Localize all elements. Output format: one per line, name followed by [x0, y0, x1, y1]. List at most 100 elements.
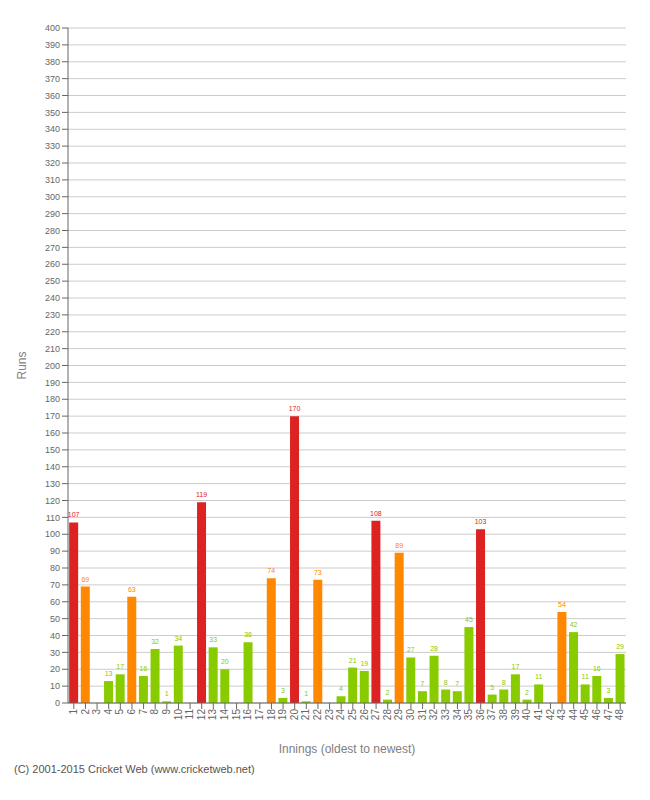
svg-text:107: 107 [68, 511, 80, 518]
svg-text:21: 21 [349, 657, 357, 664]
svg-text:280: 280 [45, 226, 60, 236]
svg-text:40: 40 [521, 709, 532, 721]
svg-text:170: 170 [45, 411, 60, 421]
svg-text:5: 5 [490, 684, 494, 691]
svg-text:60: 60 [50, 597, 60, 607]
svg-text:10: 10 [173, 709, 184, 721]
svg-text:22: 22 [312, 709, 323, 721]
svg-text:300: 300 [45, 192, 60, 202]
svg-text:100: 100 [45, 529, 60, 539]
svg-text:29: 29 [616, 643, 624, 650]
svg-text:400: 400 [45, 23, 60, 33]
svg-text:Runs: Runs [15, 351, 29, 379]
svg-text:19: 19 [277, 709, 288, 721]
svg-text:20: 20 [289, 709, 300, 721]
svg-text:63: 63 [128, 586, 136, 593]
svg-text:21: 21 [300, 709, 311, 721]
svg-text:10: 10 [50, 681, 60, 691]
svg-text:13: 13 [105, 670, 113, 677]
svg-text:7: 7 [455, 680, 459, 687]
svg-text:2: 2 [80, 709, 91, 715]
svg-text:89: 89 [395, 542, 403, 549]
svg-text:80: 80 [50, 563, 60, 573]
svg-text:27: 27 [370, 709, 381, 721]
svg-text:200: 200 [45, 361, 60, 371]
svg-text:20: 20 [221, 658, 229, 665]
svg-text:250: 250 [45, 276, 60, 286]
svg-text:15: 15 [231, 709, 242, 721]
svg-text:23: 23 [324, 709, 335, 721]
svg-text:44: 44 [568, 709, 579, 721]
svg-text:370: 370 [45, 74, 60, 84]
svg-text:3: 3 [281, 687, 285, 694]
svg-text:2: 2 [386, 689, 390, 696]
svg-text:103: 103 [475, 518, 487, 525]
svg-text:42: 42 [570, 621, 578, 628]
svg-text:108: 108 [370, 510, 382, 517]
svg-text:190: 190 [45, 378, 60, 388]
svg-text:32: 32 [428, 709, 439, 721]
svg-text:48: 48 [614, 709, 625, 721]
svg-text:1: 1 [304, 690, 308, 697]
svg-text:290: 290 [45, 209, 60, 219]
svg-text:160: 160 [45, 428, 60, 438]
svg-text:11: 11 [184, 709, 195, 720]
svg-text:50: 50 [50, 614, 60, 624]
svg-text:16: 16 [140, 665, 148, 672]
svg-text:6: 6 [126, 709, 137, 715]
svg-text:26: 26 [359, 709, 370, 721]
svg-text:34: 34 [452, 709, 463, 721]
svg-text:46: 46 [591, 709, 602, 721]
svg-text:11: 11 [535, 673, 542, 680]
svg-text:25: 25 [347, 709, 358, 721]
svg-text:27: 27 [407, 646, 415, 653]
svg-text:8: 8 [444, 679, 448, 686]
svg-text:17: 17 [254, 709, 265, 721]
svg-text:33: 33 [440, 709, 451, 721]
svg-text:320: 320 [45, 158, 60, 168]
svg-text:4: 4 [103, 709, 114, 715]
svg-text:24: 24 [335, 709, 346, 721]
svg-text:Innings (oldest to newest): Innings (oldest to newest) [279, 742, 416, 756]
svg-text:180: 180 [45, 394, 60, 404]
svg-text:69: 69 [81, 576, 89, 583]
svg-text:3: 3 [606, 687, 610, 694]
svg-text:73: 73 [314, 569, 322, 576]
svg-text:30: 30 [405, 709, 416, 721]
svg-text:119: 119 [196, 491, 207, 498]
svg-text:1: 1 [165, 690, 169, 697]
svg-text:210: 210 [45, 344, 60, 354]
svg-text:70: 70 [50, 580, 60, 590]
svg-text:30: 30 [50, 648, 60, 658]
svg-text:37: 37 [486, 709, 497, 721]
svg-text:18: 18 [266, 709, 277, 721]
svg-text:4: 4 [339, 685, 343, 692]
svg-text:270: 270 [45, 243, 60, 253]
svg-text:13: 13 [207, 709, 218, 721]
svg-text:12: 12 [196, 709, 207, 721]
svg-text:38: 38 [498, 709, 509, 721]
svg-text:7: 7 [420, 680, 424, 687]
svg-text:33: 33 [209, 636, 217, 643]
svg-text:120: 120 [45, 496, 60, 506]
svg-text:14: 14 [219, 709, 230, 721]
svg-text:17: 17 [512, 663, 520, 670]
svg-text:130: 130 [45, 479, 60, 489]
svg-text:260: 260 [45, 259, 60, 269]
svg-text:150: 150 [45, 445, 60, 455]
svg-text:35: 35 [463, 709, 474, 721]
svg-text:230: 230 [45, 310, 60, 320]
svg-text:20: 20 [50, 664, 60, 674]
svg-text:0: 0 [55, 698, 60, 708]
svg-text:7: 7 [138, 709, 149, 715]
svg-text:36: 36 [475, 709, 486, 721]
svg-text:140: 140 [45, 462, 60, 472]
svg-text:8: 8 [149, 709, 160, 715]
svg-text:40: 40 [50, 631, 60, 641]
svg-text:9: 9 [161, 709, 172, 715]
svg-text:360: 360 [45, 91, 60, 101]
svg-text:31: 31 [417, 709, 428, 721]
svg-text:11: 11 [582, 673, 589, 680]
svg-text:47: 47 [603, 709, 614, 721]
svg-text:32: 32 [151, 638, 159, 645]
